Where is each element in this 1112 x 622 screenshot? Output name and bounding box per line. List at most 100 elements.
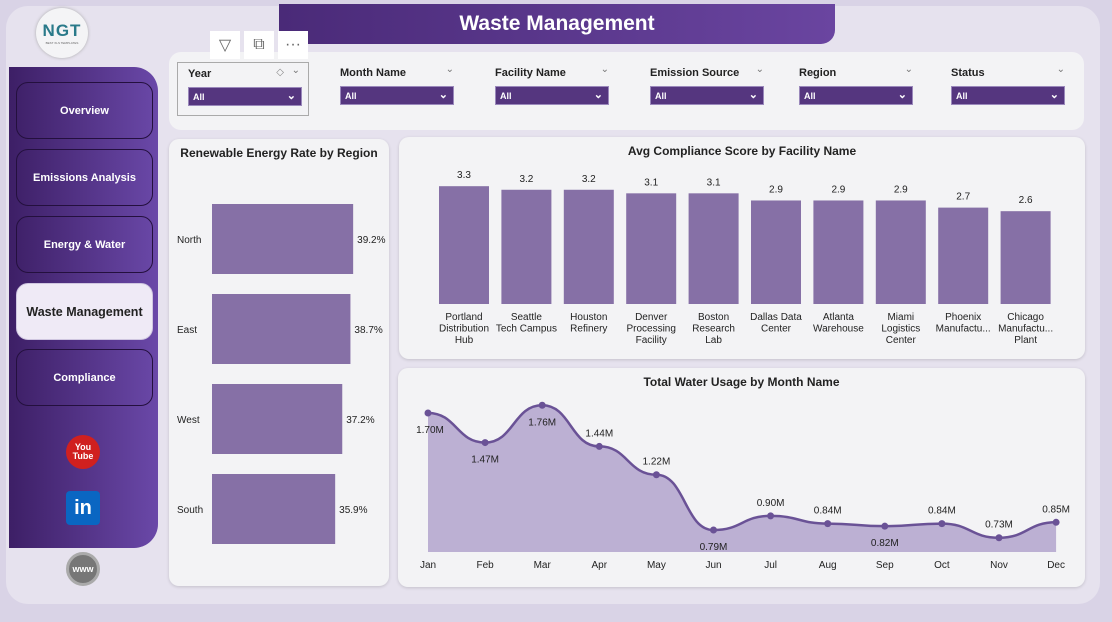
focus-mode-icon[interactable]: ⧉ (244, 31, 274, 59)
category-label: North (177, 235, 201, 246)
data-label: 35.9% (339, 505, 367, 516)
category-label: Dallas Data Center (750, 312, 802, 335)
category-label: Chicago Manufactu... Plant (998, 312, 1053, 346)
nav-energy-water[interactable]: Energy & Water (16, 216, 153, 273)
category-label: Atlanta Warehouse (813, 312, 864, 335)
bar-south (212, 474, 336, 544)
nav-waste-management[interactable]: Waste Management (16, 283, 153, 340)
data-point (595, 442, 603, 450)
bar-facility (563, 189, 614, 304)
slicer-dropdown[interactable]: All ⌄ (799, 86, 913, 105)
category-label: Miami Logistics Center (881, 312, 920, 346)
youtube-icon[interactable]: You Tube (66, 435, 100, 469)
renewable-energy-card: Renewable Energy Rate by Region North 39.… (169, 139, 389, 586)
slicer-label: Month Name (340, 67, 406, 79)
category-label: Boston Research Lab (692, 312, 735, 346)
chevron-down-icon[interactable]: ⌄ (1056, 64, 1065, 75)
bar-facility (813, 200, 864, 304)
data-label: 3.1 (707, 177, 721, 188)
bar-facility (501, 189, 552, 304)
chevron-down-icon[interactable]: ⌄ (600, 64, 609, 75)
chevron-down-icon[interactable]: ⌄ (445, 64, 454, 75)
data-label: 2.9 (894, 184, 908, 195)
bar-facility (688, 193, 739, 304)
chevron-down-icon: ⌄ (593, 89, 603, 101)
nav-overview[interactable]: Overview (16, 82, 153, 139)
data-label: 2.9 (769, 184, 783, 195)
data-label: 2.9 (831, 184, 845, 195)
chevron-down-icon[interactable]: ⌄ (755, 64, 764, 75)
slicer-value: All (193, 92, 205, 102)
data-point (652, 471, 660, 479)
data-label: 0.73M (985, 520, 1013, 531)
slicer-facility-name[interactable]: Facility Name ⌄ All ⌄ (485, 62, 617, 116)
slicer-month-name[interactable]: Month Name ⌄ All ⌄ (330, 62, 462, 116)
data-point (481, 439, 489, 447)
bar-facility (938, 207, 989, 304)
slicer-label: Status (951, 67, 985, 79)
data-label: 0.79M (700, 542, 728, 553)
category-label: Portland Distribution Hub (439, 312, 489, 346)
slicer-region[interactable]: Region ⌄ All ⌄ (789, 62, 921, 116)
data-point (538, 401, 546, 409)
x-tick-label: Apr (592, 560, 608, 571)
x-tick-label: Nov (990, 560, 1008, 571)
slicer-label: Facility Name (495, 67, 566, 79)
more-options-icon[interactable]: ··· (278, 31, 308, 59)
chart-title: Avg Compliance Score by Facility Name (627, 144, 857, 158)
x-tick-label: Sep (876, 560, 894, 571)
data-label: 0.85M (1042, 504, 1070, 515)
chevron-down-icon: ⌄ (748, 89, 758, 101)
renewable-energy-chart: North 39.2% East 38.7% West 37.2% South 35.9% (177, 204, 386, 544)
compliance-card: Avg Compliance Score by Facility Name 3.… (399, 137, 1085, 359)
data-label: 37.2% (346, 415, 374, 426)
bar-facility (626, 193, 677, 304)
chevron-down-icon[interactable]: ⌄ (291, 65, 300, 76)
slicer-dropdown[interactable]: All ⌄ (188, 87, 302, 106)
data-point (424, 409, 432, 417)
data-point (710, 526, 717, 534)
compliance-chart: 3.3 Portland Distribution Hub 3.2 Seattle Tech… (439, 170, 1053, 346)
ngt-logo: NGT BEST XLS TEMPLATES (36, 8, 88, 58)
category-label: Houston Refinery (570, 312, 607, 335)
clear-selection-icon[interactable]: ◇ (276, 67, 284, 78)
data-label: 1.44M (585, 428, 613, 439)
nav-compliance[interactable]: Compliance (16, 349, 153, 406)
chart-title: Total Water Usage by Month Name (643, 375, 840, 389)
slicer-dropdown[interactable]: All ⌄ (650, 86, 764, 105)
slicer-year[interactable]: Year ◇ ⌄ All ⌄ (177, 62, 309, 116)
slicer-dropdown[interactable]: All ⌄ (340, 86, 454, 105)
data-label: 1.47M (471, 455, 499, 466)
website-icon[interactable]: www (66, 552, 100, 586)
slicer-value: All (500, 91, 512, 101)
slicer-value: All (956, 91, 968, 101)
filter-icon[interactable]: ▽ (210, 31, 240, 59)
bar-west (212, 384, 343, 454)
linkedin-icon[interactable]: in (66, 491, 100, 525)
nav-emissions-analysis[interactable]: Emissions Analysis (16, 149, 153, 206)
bar-east (212, 294, 351, 364)
slicer-dropdown[interactable]: All ⌄ (495, 86, 609, 105)
water-usage-chart: 1.70M Jan 1.47M Feb 1.76M Mar 1.44M Apr 1.22M May… (416, 401, 1070, 571)
slicer-dropdown[interactable]: All ⌄ (951, 86, 1065, 105)
data-label: 0.90M (757, 498, 785, 509)
x-tick-label: Dec (1047, 560, 1065, 571)
slicer-emission-source[interactable]: Emission Source ⌄ All ⌄ (640, 62, 772, 116)
chevron-down-icon[interactable]: ⌄ (904, 64, 913, 75)
x-tick-label: Aug (819, 560, 837, 571)
data-label: 3.3 (457, 170, 471, 181)
data-label: 1.22M (643, 457, 671, 468)
x-tick-label: Oct (934, 560, 950, 571)
slicer-value: All (655, 91, 667, 101)
x-tick-label: May (647, 560, 666, 571)
slicer-label: Region (799, 67, 837, 79)
slicer-status[interactable]: Status ⌄ All ⌄ (941, 62, 1073, 116)
chevron-down-icon: ⌄ (438, 89, 448, 101)
water-usage-card: Total Water Usage by Month Name 1.70M Jan… (398, 368, 1085, 587)
data-point (881, 522, 889, 530)
data-label: 3.2 (582, 174, 596, 185)
x-tick-label: Jun (705, 560, 721, 571)
data-label: 39.2% (357, 235, 385, 246)
bar-facility (1000, 211, 1051, 304)
data-point (995, 534, 1003, 542)
